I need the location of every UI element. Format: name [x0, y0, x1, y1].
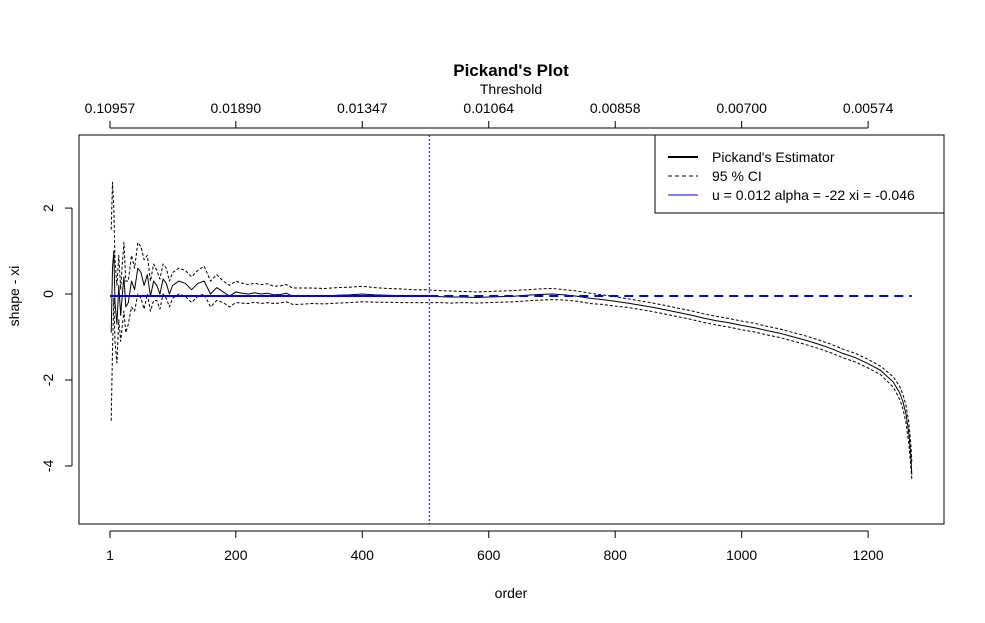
top-tick-label-0: 0.10957	[85, 100, 136, 116]
top-tick-label-4: 0.00858	[590, 100, 641, 116]
top-tick-label-3: 0.01064	[463, 100, 514, 116]
plot-box	[78, 134, 945, 525]
legend-label-threshold: u = 0.012 alpha = -22 xi = -0.046	[712, 187, 915, 203]
y-tick-label-0: -4	[40, 460, 56, 473]
x-tick-label-5: 1000	[726, 547, 757, 563]
data-layer	[109, 135, 913, 524]
top-tick-label-5: 0.00700	[716, 100, 767, 116]
chart-title: Pickand's Plot	[453, 61, 569, 80]
x-tick-label-2: 400	[351, 547, 375, 563]
x-tick-label-0: 1	[106, 547, 114, 563]
top-tick-label-2: 0.01347	[337, 100, 388, 116]
y-axis-label: shape - xi	[6, 266, 22, 327]
x-tick-label-4: 800	[604, 547, 628, 563]
y-tick-label-2: 0	[40, 290, 56, 298]
top-tick-label-6: 0.00574	[843, 100, 894, 116]
x-tick-label-6: 1200	[853, 547, 884, 563]
legend: Pickand's Estimator 95 % CI u = 0.012 al…	[654, 134, 945, 214]
y-tick-label-1: -2	[40, 374, 56, 387]
x-axis-label: order	[495, 585, 528, 601]
series-estimate	[110, 250, 913, 475]
y-tick-label-3: 2	[40, 204, 56, 212]
legend-label-ci: 95 % CI	[712, 168, 762, 184]
x-tick-label-3: 600	[477, 547, 501, 563]
top-tick-label-1: 0.01890	[211, 100, 262, 116]
legend-label-estimator: Pickand's Estimator	[712, 149, 835, 165]
legend-box	[654, 134, 945, 214]
top-axis-label: Threshold	[480, 81, 542, 97]
x-tick-label-1: 200	[224, 547, 248, 563]
series-ci-upper	[110, 181, 913, 462]
